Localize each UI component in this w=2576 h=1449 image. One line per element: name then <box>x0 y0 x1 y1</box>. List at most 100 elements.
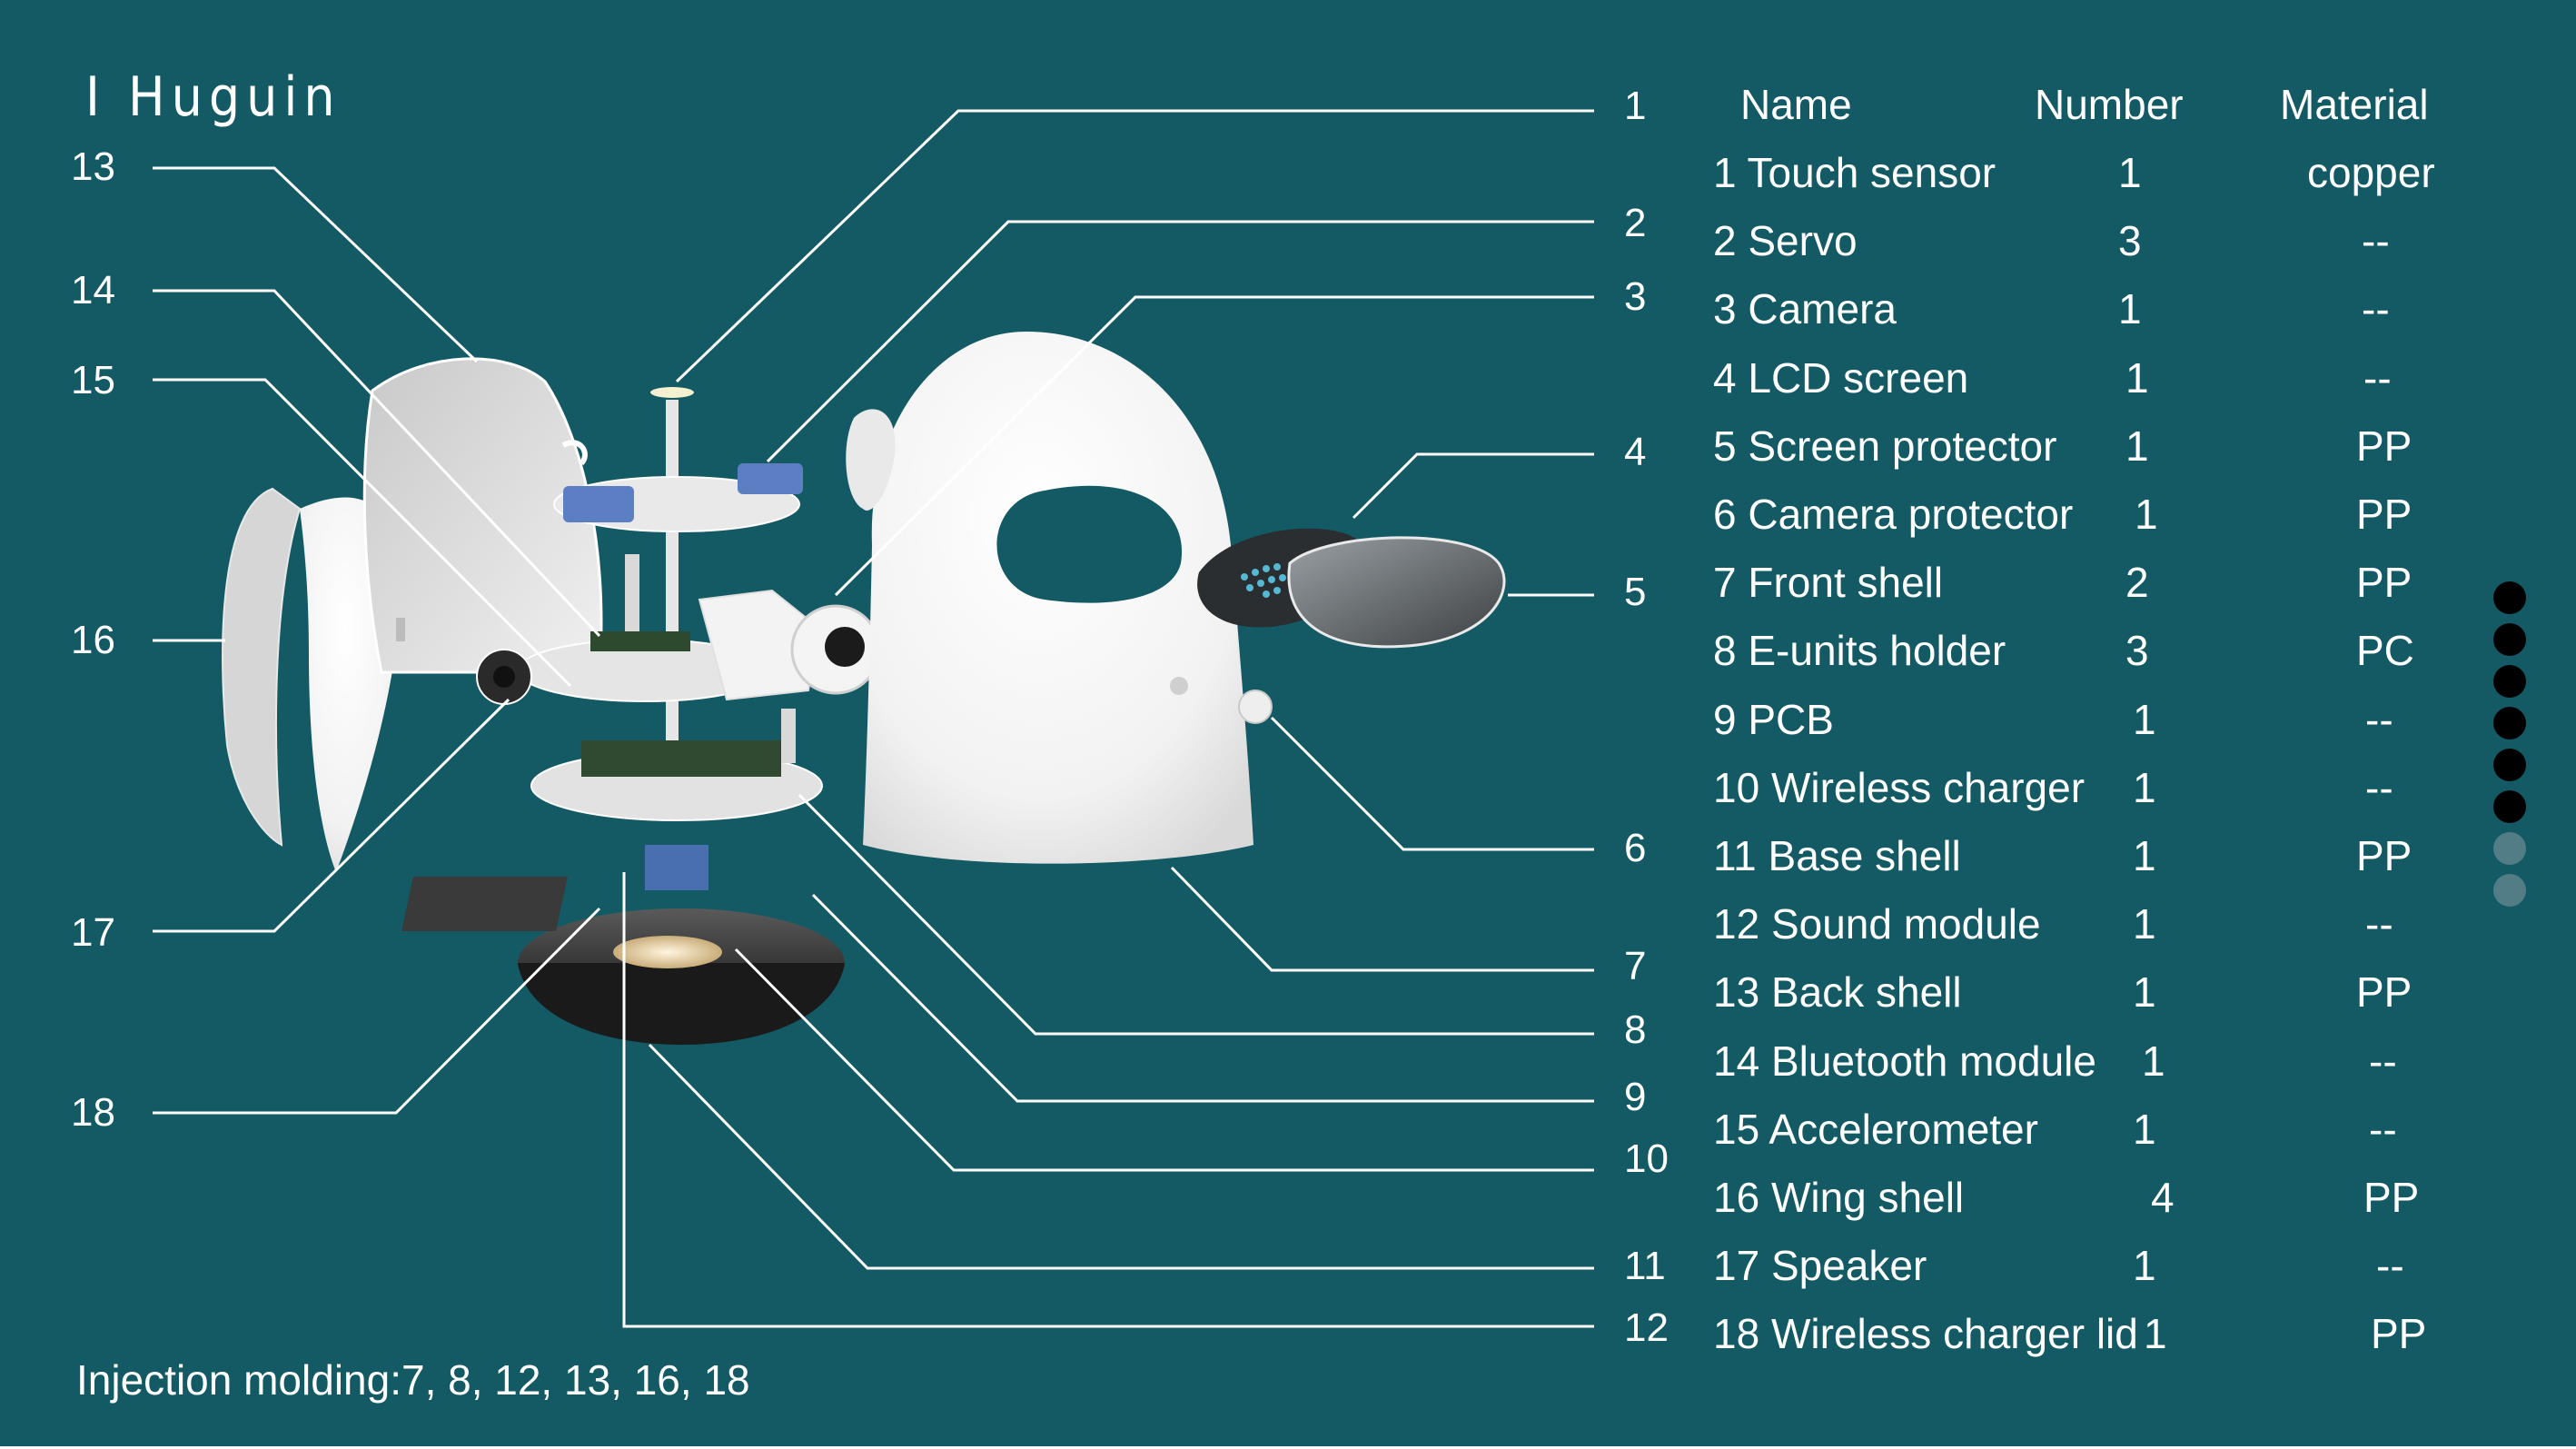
table-cell-number: 1 <box>2133 763 2156 811</box>
leader-line-3 <box>834 295 1594 597</box>
table-cell-number: 3 <box>2125 627 2149 675</box>
callout-18: 18 <box>71 1090 115 1135</box>
callout-3: 3 <box>1624 274 1647 319</box>
table-cell-number: 2 <box>2125 559 2149 607</box>
callout-8: 8 <box>1624 1007 1647 1052</box>
table-cell-number: 1 <box>2118 285 2142 333</box>
electronics-stack-illustration <box>517 387 823 890</box>
leader-line-13 <box>153 166 479 363</box>
header-number: Number <box>2035 81 2184 128</box>
table-cell-material: PP <box>2356 559 2413 607</box>
table-cell-name: 3 Camera <box>1713 285 1897 333</box>
leader-line-8 <box>798 793 1594 1036</box>
table-cell-material: -- <box>2363 353 2392 402</box>
leader-line-6 <box>1270 716 1594 851</box>
table-cell-name: 4 LCD screen <box>1713 353 1969 402</box>
brand-title: I Huguin <box>85 65 342 129</box>
table-cell-material: PP <box>2356 968 2413 1017</box>
leader-line-4 <box>1352 452 1594 520</box>
page-dot-empty[interactable] <box>2493 832 2526 865</box>
table-cell-number: 1 <box>2133 695 2156 743</box>
callout-15: 15 <box>71 358 115 402</box>
table-cell-name: 16 Wing shell <box>1713 1174 1965 1221</box>
page-dot-filled[interactable] <box>2493 623 2526 656</box>
bottom-strip <box>0 1446 2576 1449</box>
page-dot-empty[interactable] <box>2493 874 2526 907</box>
table-cell-number: 1 <box>2125 353 2149 402</box>
callout-16: 16 <box>71 618 115 662</box>
table-cell-material: -- <box>2365 763 2393 811</box>
leader-line-11 <box>648 1043 1594 1270</box>
callout-5: 5 <box>1624 570 1647 614</box>
header-name: Name <box>1740 81 1852 128</box>
table-cell-number: 1 <box>2118 149 2142 196</box>
table-cell-number: 3 <box>2118 217 2142 265</box>
table-cell-name: 5 Screen protector <box>1713 422 2057 470</box>
base-shell-illustration <box>401 877 845 1045</box>
table-cell-material: -- <box>2376 1242 2404 1290</box>
table-cell-material: PP <box>2356 422 2413 470</box>
leader-line-9 <box>811 893 1594 1103</box>
leader-line-10 <box>734 948 1594 1172</box>
table-cell-material: PP <box>2371 1310 2427 1358</box>
table-cell-number: 1 <box>2135 491 2158 538</box>
callout-6: 6 <box>1624 826 1647 870</box>
table-cell-name: 18 Wireless charger lid <box>1713 1310 2138 1358</box>
table-cell-name: 6 Camera protector <box>1713 491 2074 538</box>
callout-10: 10 <box>1624 1136 1669 1181</box>
table-cell-name: 13 Back shell <box>1713 968 1962 1017</box>
page-dot-filled[interactable] <box>2493 581 2526 614</box>
table-cell-number: 1 <box>2133 900 2156 948</box>
table-cell-name: 1 Touch sensor <box>1713 149 1996 196</box>
table-cell-name: 11 Base shell <box>1713 832 1961 879</box>
page-dot-filled[interactable] <box>2493 665 2526 698</box>
leader-line-7 <box>1170 866 1594 972</box>
table-cell-name: 15 Accelerometer <box>1713 1105 2038 1153</box>
page-dot-filled[interactable] <box>2493 790 2526 823</box>
page-dot-filled[interactable] <box>2493 749 2526 781</box>
leader-line-12 <box>622 872 1594 1328</box>
table-cell-material: PC <box>2356 627 2414 675</box>
back-shell-illustration <box>362 357 603 674</box>
table-cell-material: -- <box>2365 900 2393 948</box>
callout-17: 17 <box>71 910 115 955</box>
table-cell-number: 1 <box>2133 832 2156 879</box>
table-cell-name: 9 PCB <box>1713 695 1834 743</box>
callout-7: 7 <box>1624 944 1647 988</box>
leader-lines <box>153 109 1594 1328</box>
table-cell-name: 12 Sound module <box>1713 900 2041 948</box>
table-cell-number: 1 <box>2133 1242 2156 1290</box>
camera-illustration <box>698 589 881 701</box>
callout-13: 13 <box>71 144 115 189</box>
page-dot-filled[interactable] <box>2493 707 2526 739</box>
leader-line-14 <box>153 289 601 638</box>
table-cell-number: 1 <box>2133 968 2156 1017</box>
table-cell-material: -- <box>2369 1037 2397 1085</box>
table-cell-material: -- <box>2362 217 2390 265</box>
table-cell-name: 14 Bluetooth module <box>1713 1037 2096 1085</box>
table-cell-material: PP <box>2356 832 2413 879</box>
table-cell-name: 8 E-units holder <box>1713 627 2006 675</box>
leader-line-15 <box>153 378 572 688</box>
table-cell-material: PP <box>2356 491 2413 538</box>
callout-9: 9 <box>1624 1075 1647 1119</box>
speaker-illustration <box>476 649 532 705</box>
table-cell-material: -- <box>2369 1105 2397 1153</box>
header-material: Material <box>2280 81 2429 128</box>
table-cell-material: -- <box>2365 695 2393 743</box>
table-cell-number: 1 <box>2142 1037 2165 1085</box>
callout-2: 2 <box>1624 201 1647 245</box>
leader-line-2 <box>766 220 1594 463</box>
lcd-screen-illustration <box>1197 528 1506 649</box>
callout-11: 11 <box>1624 1244 1666 1288</box>
table-cell-name: 10 Wireless charger <box>1713 763 2086 811</box>
callout-1: 1 <box>1624 84 1647 128</box>
callout-12: 12 <box>1624 1305 1669 1350</box>
table-cell-number: 1 <box>2125 422 2149 470</box>
front-shell-illustration <box>846 332 1273 864</box>
footnote: Injection molding:7, 8, 12, 13, 16, 18 <box>76 1356 750 1404</box>
table-cell-material: PP <box>2363 1174 2420 1221</box>
